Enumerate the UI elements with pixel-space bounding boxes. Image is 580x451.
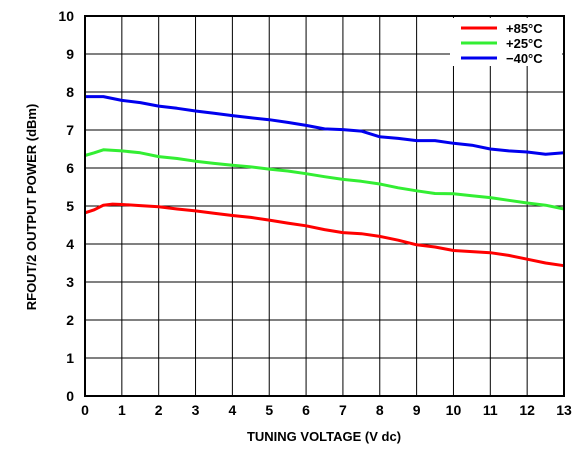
x-tick-label: 8 xyxy=(376,402,384,418)
x-tick-label: 12 xyxy=(519,402,535,418)
x-axis-title: TUNING VOLTAGE (V dc) xyxy=(247,429,401,444)
x-tick-label: 13 xyxy=(556,402,572,418)
legend: +85°C +25°C −40°C xyxy=(450,18,562,66)
x-tick-label: 4 xyxy=(228,402,236,418)
plot-frame xyxy=(84,15,565,397)
x-tick-label: 1 xyxy=(118,402,126,418)
y-tick-label: 9 xyxy=(66,46,74,62)
x-tick-label: 10 xyxy=(446,402,462,418)
x-tick-label: 5 xyxy=(265,402,273,418)
y-tick-label: 3 xyxy=(66,274,74,290)
x-tick-label: 2 xyxy=(155,402,163,418)
x-tick-label: 7 xyxy=(339,402,347,418)
y-tick-label: 2 xyxy=(66,312,74,328)
series-25c-line xyxy=(84,148,565,211)
y-tick-label: 8 xyxy=(66,84,74,100)
legend-label-85c: +85°C xyxy=(506,21,543,36)
x-tick-label: 3 xyxy=(192,402,200,418)
y-tick-label: 10 xyxy=(58,8,74,24)
y-tick-label: 7 xyxy=(66,122,74,138)
x-tick-labels: 0 1 2 3 4 5 6 7 8 9 10 11 12 13 xyxy=(81,402,572,418)
series-layer xyxy=(84,95,565,268)
y-tick-label: 1 xyxy=(66,350,74,366)
x-tick-label: 9 xyxy=(413,402,421,418)
x-tick-label: 6 xyxy=(302,402,310,418)
legend-label-minus40c: −40°C xyxy=(506,51,543,66)
y-tick-labels: 0 1 2 3 4 5 6 7 8 9 10 xyxy=(58,8,74,404)
x-tick-label: 0 xyxy=(81,402,89,418)
y-tick-label: 4 xyxy=(66,236,74,252)
series-85c-line xyxy=(84,202,565,268)
y-tick-label: 6 xyxy=(66,160,74,176)
y-axis-title: RFOUT/2 OUTPUT POWER (dBm) xyxy=(24,104,39,311)
x-tick-label: 11 xyxy=(483,402,498,418)
legend-label-25c: +25°C xyxy=(506,36,543,51)
series-minus40c-line xyxy=(85,95,565,156)
y-tick-label: 0 xyxy=(66,388,74,404)
y-tick-label: 5 xyxy=(66,198,74,214)
